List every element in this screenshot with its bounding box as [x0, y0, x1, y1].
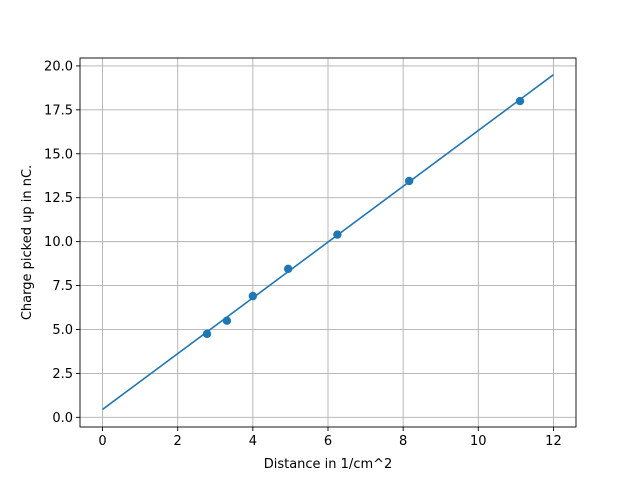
- y-tick-label: 2.5: [52, 367, 73, 382]
- fit-line: [102, 74, 554, 411]
- y-axis-ticks: 0.0 2.5 5.0 7.5 10.0 12.5 15.0 17.5 20.0: [44, 59, 80, 426]
- x-tick-label: 8: [399, 434, 407, 449]
- y-tick-label: 17.5: [44, 103, 73, 118]
- y-tick-label: 12.5: [44, 191, 73, 206]
- x-tick-label: 10: [470, 434, 487, 449]
- y-tick-label: 7.5: [52, 279, 73, 294]
- fit-line-group: [102, 74, 554, 411]
- y-tick-label: 0.0: [52, 411, 73, 426]
- x-tick-label: 0: [98, 434, 106, 449]
- x-tick-label: 6: [324, 434, 332, 449]
- x-axis-label: Distance in 1/cm^2: [264, 457, 393, 472]
- x-tick-label: 12: [545, 434, 562, 449]
- data-point: [515, 96, 525, 106]
- grid: [80, 58, 576, 427]
- x-axis-ticks: 0 2 4 6 8 10 12: [98, 427, 562, 449]
- data-point: [222, 316, 232, 325]
- y-tick-label: 20.0: [44, 59, 73, 74]
- y-tick-label: 5.0: [52, 323, 73, 338]
- data-point: [283, 264, 293, 274]
- data-point: [248, 291, 258, 301]
- data-point: [202, 329, 212, 339]
- y-tick-label: 15.0: [44, 147, 73, 162]
- x-tick-label: 2: [174, 434, 182, 449]
- y-tick-label: 10.0: [44, 235, 73, 250]
- data-points: [202, 96, 525, 339]
- y-axis-label: Charge picked up in nC.: [20, 165, 35, 320]
- data-point: [404, 176, 414, 186]
- data-point: [333, 230, 342, 239]
- x-tick-label: 4: [249, 434, 257, 449]
